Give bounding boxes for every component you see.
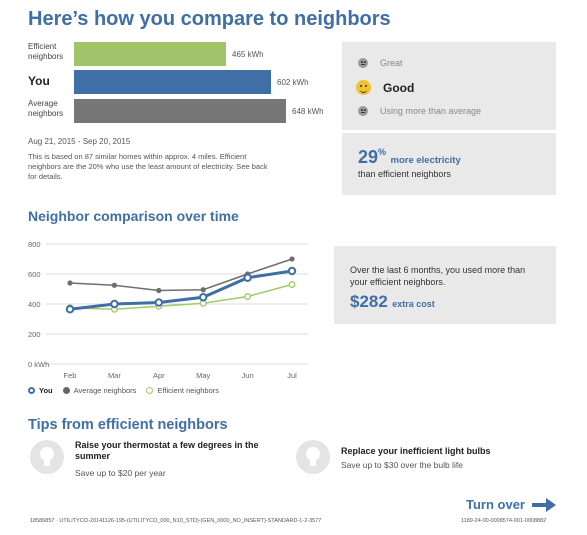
data-point-average	[67, 280, 73, 286]
percent-sign: %	[378, 147, 387, 157]
series-line-you	[69, 269, 293, 311]
x-tick-label: Jun	[242, 371, 254, 380]
lightbulb-icon	[296, 440, 330, 474]
data-point-average	[200, 287, 206, 293]
tip-thermostat-head: Raise your thermostat a few degrees in t…	[75, 440, 259, 461]
legend-average: Average neighbors	[62, 386, 137, 395]
data-point-average	[156, 287, 162, 294]
bar-value-average: 648 kWh	[292, 107, 324, 116]
y-tick-label: 600	[28, 270, 41, 279]
usage-line-chart: 0 kWh 200 400 600 800 Feb Mar Apr May Jun Jul	[28, 240, 308, 380]
rating-panel: Great Good Using more than average	[342, 42, 556, 130]
arrow-right-icon	[532, 497, 556, 512]
tip-light-bulbs-sub: Save up to $30 over the bulb life	[341, 460, 463, 470]
data-point-average	[289, 256, 295, 262]
bar-you	[74, 70, 271, 94]
data-point-efficient	[244, 293, 252, 300]
time-summary-panel: Over the last 6 months, you used more th…	[334, 246, 556, 324]
data-point-you	[110, 299, 119, 309]
rating-great: Great	[358, 58, 403, 68]
x-tick-label: Apr	[153, 371, 165, 380]
smiley-face-icon	[356, 80, 371, 95]
time-summary-text: Over the last 6 months, you used more th…	[350, 265, 526, 287]
data-point-you	[65, 305, 75, 314]
tips-section-title: Tips from efficient neighbors	[28, 417, 228, 433]
percent-panel: 29% more electricity than efficient neig…	[342, 133, 556, 195]
data-point-you	[243, 273, 252, 282]
date-range: Aug 21, 2015 - Sep 20, 2015	[28, 137, 131, 146]
x-tick-label: Jul	[287, 371, 297, 380]
neutral-face-icon	[358, 106, 368, 116]
legend-efficient: Efficient neighbors	[146, 386, 219, 395]
chart-legend: You Average neighbors Efficient neighbor…	[28, 386, 229, 395]
data-point-you	[154, 298, 164, 307]
rating-above-label: Using more than average	[380, 106, 482, 116]
percent-sub: than efficient neighbors	[358, 169, 451, 179]
bar-average	[74, 99, 286, 123]
percent-label: more electricity	[390, 155, 461, 166]
extra-cost: $282 extra cost	[350, 292, 435, 312]
tip-thermostat-sub: Save up to $20 per year	[75, 468, 166, 478]
comparison-description: This is based on 87 similar homes within…	[28, 152, 268, 181]
legend-you-marker	[28, 387, 35, 394]
tip-light-bulbs: Replace your inefficient light bulbs Sav…	[296, 440, 546, 484]
percent-value: 29	[358, 147, 379, 167]
y-tick-label: 200	[28, 330, 41, 339]
legend-you-label: You	[39, 386, 53, 395]
tip-thermostat: Raise your thermostat a few degrees in t…	[30, 440, 280, 484]
footer-code-right: 1189-24-00-0008574-001-0008882	[461, 518, 547, 524]
neutral-face-icon	[358, 58, 368, 68]
tip-light-bulbs-head: Replace your inefficient light bulbs	[341, 446, 491, 456]
extra-cost-label: extra cost	[392, 299, 435, 309]
lightbulb-icon	[30, 440, 64, 474]
legend-you: You	[28, 386, 53, 395]
bar-label-efficient: Efficient neighbors	[28, 42, 64, 61]
page-title: Here’s how you compare to neighbors	[28, 8, 391, 30]
bar-value-efficient: 465 kWh	[232, 50, 264, 59]
turn-over-label: Turn over	[466, 497, 525, 512]
bar-efficient	[74, 42, 226, 66]
x-tick-label: Feb	[64, 371, 77, 380]
x-tick-label: May	[196, 371, 210, 380]
footer-code-left: 18586857 · UTILITYCO-20141126-195-(UTILI…	[30, 518, 322, 524]
legend-efficient-marker	[146, 387, 154, 394]
x-tick-label: Mar	[108, 371, 121, 380]
data-point-efficient	[288, 281, 296, 288]
bar-label-average: Average neighbors	[28, 99, 64, 118]
legend-average-label: Average neighbors	[73, 386, 137, 395]
rating-good-label: Good	[383, 80, 415, 95]
rating-good: Good	[356, 80, 414, 95]
time-section-title: Neighbor comparison over time	[28, 208, 239, 224]
turn-over-link[interactable]: Turn over	[466, 497, 556, 512]
y-tick-label: 400	[28, 300, 41, 309]
data-point-average	[111, 282, 117, 288]
legend-efficient-label: Efficient neighbors	[157, 386, 220, 395]
data-point-you	[287, 266, 297, 276]
y-tick-label: 800	[28, 240, 41, 249]
y-tick-label: 0 kWh	[28, 360, 49, 369]
legend-average-marker	[62, 387, 70, 394]
extra-cost-value: $282	[350, 292, 388, 311]
bar-value-you: 602 kWh	[277, 78, 309, 87]
bar-label-you: You	[28, 74, 50, 88]
rating-great-label: Great	[380, 58, 403, 68]
percent-headline: 29% more electricity	[358, 147, 461, 168]
data-point-you	[199, 293, 208, 302]
series-line-efficient-neighbors	[69, 283, 293, 311]
rating-above-average: Using more than average	[358, 106, 481, 116]
series-line-average-neighbors	[69, 258, 293, 292]
